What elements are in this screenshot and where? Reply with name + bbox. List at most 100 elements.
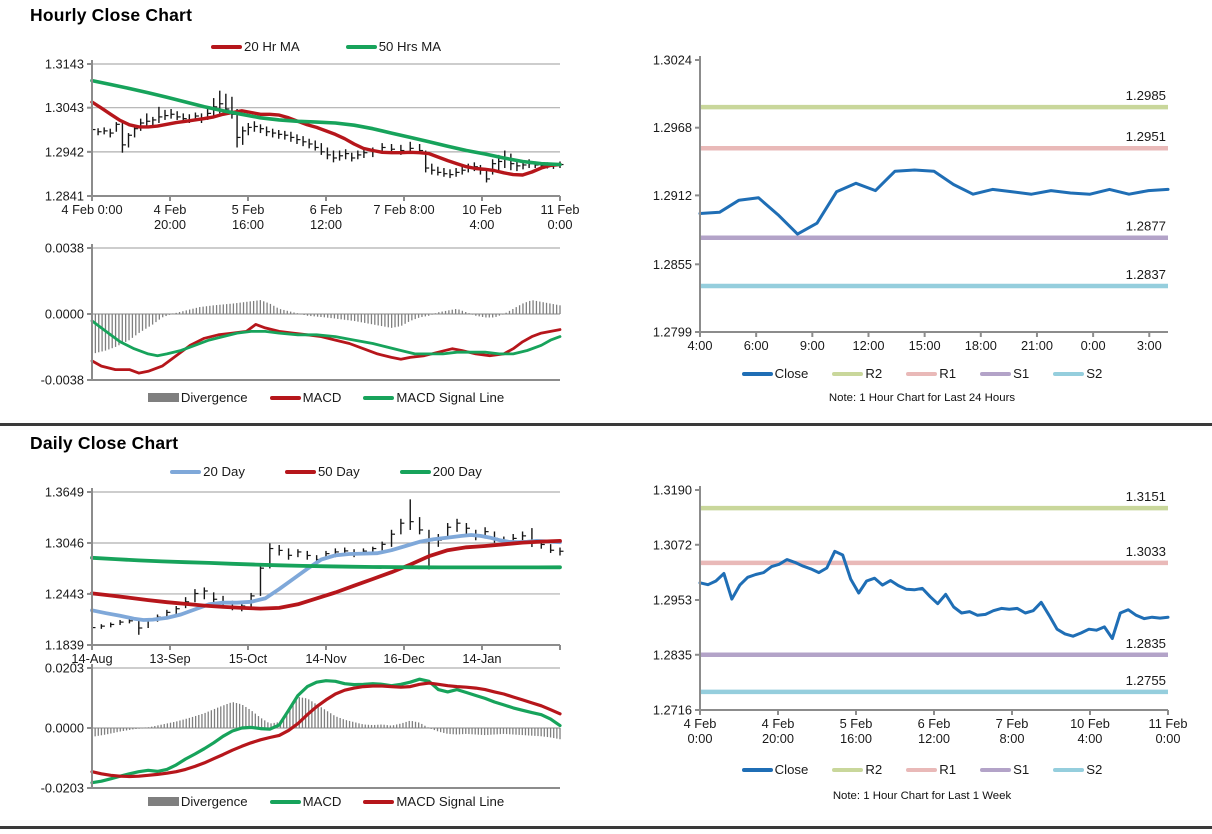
svg-text:1.2835: 1.2835 xyxy=(1126,636,1166,651)
macd-swatch-icon xyxy=(269,395,301,400)
svg-text:11 Feb: 11 Feb xyxy=(1149,716,1188,731)
legend-label: 200 Day xyxy=(432,464,482,479)
svg-text:1.3043: 1.3043 xyxy=(45,100,84,115)
legend-item-s1: S1 xyxy=(980,366,1029,381)
legend-label: S2 xyxy=(1086,762,1103,777)
svg-text:4:00: 4:00 xyxy=(688,338,713,353)
legend-label: 20 Day xyxy=(203,464,245,479)
svg-text:0.0000: 0.0000 xyxy=(45,721,84,736)
svg-text:1.3649: 1.3649 xyxy=(45,485,84,500)
svg-text:12:00: 12:00 xyxy=(852,338,884,353)
svg-text:0:00: 0:00 xyxy=(548,217,573,232)
legend-label: Divergence xyxy=(180,390,248,405)
svg-text:1.2855: 1.2855 xyxy=(653,257,692,272)
svg-text:21:00: 21:00 xyxy=(1021,338,1053,353)
legend-label: MACD Signal Line xyxy=(396,390,505,405)
svg-text:5 Feb: 5 Feb xyxy=(232,202,265,217)
svg-text:4:00: 4:00 xyxy=(470,217,495,232)
r2-swatch-icon xyxy=(832,767,864,772)
svg-text:20:00: 20:00 xyxy=(154,217,186,232)
legend-label: 50 Day xyxy=(317,464,360,479)
svg-text:14-Jan: 14-Jan xyxy=(462,651,501,666)
hourly-sr-legend: Close R2 R1 S1 S2 xyxy=(650,366,1194,381)
svg-text:5 Feb: 5 Feb xyxy=(840,716,873,731)
svg-text:16-Dec: 16-Dec xyxy=(383,651,425,666)
svg-text:0:00: 0:00 xyxy=(1081,338,1106,353)
svg-text:15:00: 15:00 xyxy=(909,338,941,353)
svg-text:10 Feb: 10 Feb xyxy=(1070,716,1110,731)
legend-item-macd-signal: MACD Signal Line xyxy=(363,390,504,405)
svg-text:12:00: 12:00 xyxy=(310,217,342,232)
close-swatch-icon xyxy=(741,767,773,772)
legend-label: R1 xyxy=(939,762,957,777)
svg-text:16:00: 16:00 xyxy=(232,217,264,232)
hourly-macd-chart: 0.0038 0.0000 -0.0038 xyxy=(41,241,562,388)
legend-item-s2: S2 xyxy=(1053,762,1102,777)
svg-text:1.3033: 1.3033 xyxy=(1126,544,1166,559)
svg-text:1.2953: 1.2953 xyxy=(653,593,692,608)
svg-text:1.2985: 1.2985 xyxy=(1126,88,1166,103)
legend-label: 20 Hr MA xyxy=(244,39,300,54)
svg-text:18:00: 18:00 xyxy=(965,338,997,353)
svg-text:8:00: 8:00 xyxy=(1000,731,1025,746)
legend-label: R2 xyxy=(865,366,883,381)
svg-text:6 Feb: 6 Feb xyxy=(918,716,951,731)
svg-text:1.2799: 1.2799 xyxy=(653,325,692,340)
legend-item-20hr-ma: 20 Hr MA xyxy=(211,39,300,54)
daily-section-title: Daily Close Chart xyxy=(30,433,179,453)
s1-swatch-icon xyxy=(980,767,1012,772)
svg-text:3:00: 3:00 xyxy=(1137,338,1162,353)
svg-text:1.2968: 1.2968 xyxy=(653,120,692,135)
legend-label: R1 xyxy=(939,366,957,381)
svg-text:11 Feb: 11 Feb xyxy=(541,202,580,217)
legend-item-20day: 20 Day xyxy=(170,464,245,479)
svg-text:7 Feb: 7 Feb xyxy=(996,716,1029,731)
svg-text:14-Nov: 14-Nov xyxy=(305,651,347,666)
s2-swatch-icon xyxy=(1053,371,1085,376)
svg-text:20:00: 20:00 xyxy=(762,731,794,746)
legend-label: S1 xyxy=(1013,762,1030,777)
svg-text:1.3072: 1.3072 xyxy=(653,537,692,552)
divergence-swatch-icon xyxy=(147,797,179,806)
daily-macd-chart: 0.0203 0.0000 -0.0203 xyxy=(41,661,562,796)
macd-signal-swatch-icon xyxy=(363,395,395,400)
legend-item-50day: 50 Day xyxy=(284,464,360,479)
macd-swatch-icon xyxy=(269,799,301,804)
20day-swatch-icon xyxy=(170,469,202,474)
svg-text:1.3151: 1.3151 xyxy=(1126,489,1166,504)
svg-text:16:00: 16:00 xyxy=(840,731,872,746)
legend-label: 50 Hrs MA xyxy=(378,39,441,54)
svg-text:0:00: 0:00 xyxy=(688,731,713,746)
svg-text:1.2951: 1.2951 xyxy=(1126,129,1166,144)
svg-text:1.3143: 1.3143 xyxy=(45,57,84,72)
r1-swatch-icon xyxy=(906,371,938,376)
svg-text:1.2841: 1.2841 xyxy=(45,189,84,204)
svg-text:1.2877: 1.2877 xyxy=(1126,219,1166,234)
bottom-divider xyxy=(0,826,1212,829)
legend-label: Divergence xyxy=(180,794,248,809)
svg-text:12:00: 12:00 xyxy=(918,731,950,746)
svg-text:10 Feb: 10 Feb xyxy=(462,202,502,217)
svg-text:-0.0038: -0.0038 xyxy=(41,373,84,388)
macd-signal-swatch-icon xyxy=(363,799,395,804)
legend-label: R2 xyxy=(865,762,883,777)
svg-text:6:00: 6:00 xyxy=(744,338,769,353)
svg-text:0.0203: 0.0203 xyxy=(45,661,84,676)
svg-text:-0.0203: -0.0203 xyxy=(41,781,84,796)
svg-text:9:00: 9:00 xyxy=(800,338,825,353)
200day-swatch-icon xyxy=(399,469,431,474)
20hr-ma-swatch-icon xyxy=(211,44,242,49)
svg-text:4 Feb 0:00: 4 Feb 0:00 xyxy=(61,202,122,217)
legend-item-close: Close xyxy=(741,762,808,777)
svg-text:1.3024: 1.3024 xyxy=(653,53,692,68)
legend-item-close: Close xyxy=(741,366,808,381)
hourly-section-title: Hourly Close Chart xyxy=(30,5,193,25)
svg-text:1.2835: 1.2835 xyxy=(653,647,692,662)
svg-text:4 Feb: 4 Feb xyxy=(154,202,187,217)
legend-item-200day: 200 Day xyxy=(399,464,482,479)
s2-swatch-icon xyxy=(1053,767,1085,772)
svg-text:4 Feb: 4 Feb xyxy=(762,716,795,731)
svg-text:4:00: 4:00 xyxy=(1078,731,1103,746)
